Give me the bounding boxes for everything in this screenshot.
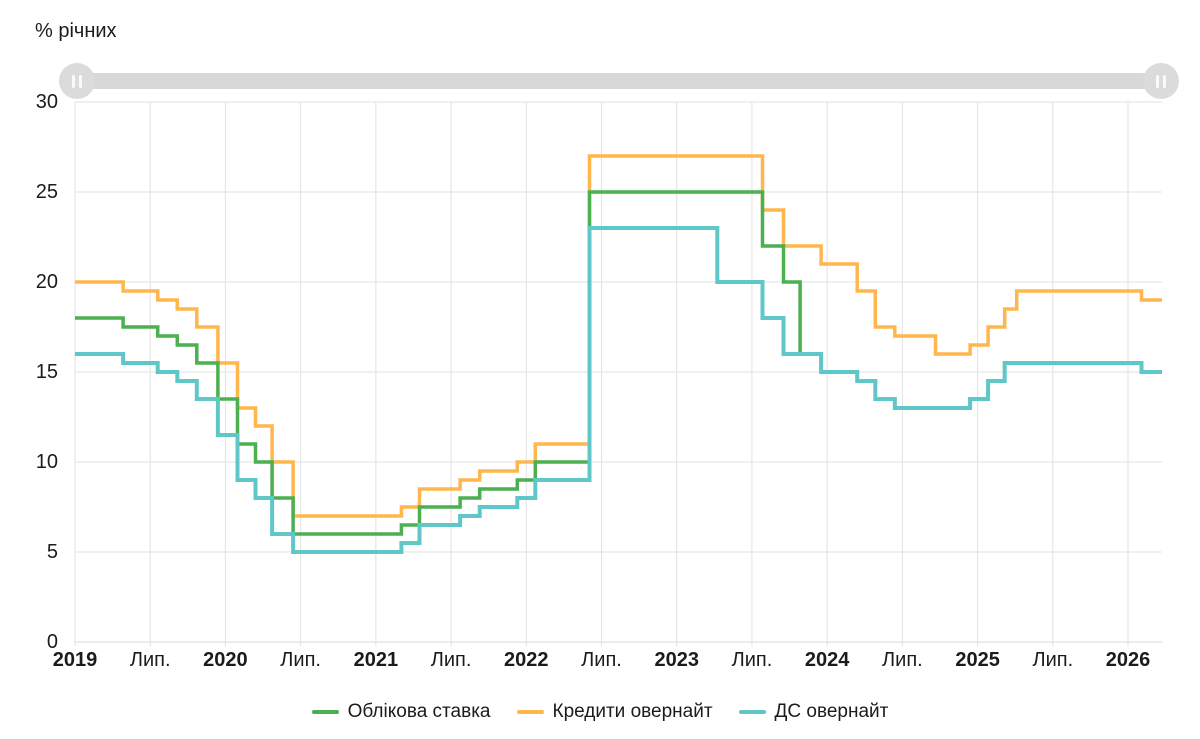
x-tick-label: Лип. [581, 649, 622, 671]
y-tick-label: 10 [35, 451, 58, 473]
x-tick-label: 2019 [52, 649, 98, 671]
y-tick-label: 20 [35, 271, 58, 293]
x-tick-label: 2025 [955, 649, 1000, 671]
x-tick-label: 2026 [1105, 649, 1151, 671]
x-tick-label: Лип. [430, 649, 472, 671]
x-tick-label: Лип. [1032, 649, 1074, 671]
chart-legend: Облікова ставка Кредити овернайт ДС оверна… [0, 700, 1200, 724]
legend-label: Облікова ставка [347, 701, 491, 722]
slider-track[interactable] [75, 73, 1163, 89]
y-tick-label: 15 [35, 361, 58, 383]
x-tick-label: 2024 [804, 649, 850, 671]
legend-item-2[interactable]: ДС овернайт [738, 701, 889, 723]
slider-handle-left[interactable] [59, 63, 95, 99]
legend-item-1[interactable]: Кредити овернайт [516, 701, 713, 723]
chart-title: % річних [35, 20, 117, 42]
legend-item-0[interactable]: Облікова ставка [311, 701, 491, 723]
y-tick-label: 5 [46, 541, 58, 563]
series-line-1 [75, 154, 1162, 518]
pause-bars-icon [72, 74, 75, 88]
x-tick-label: 2020 [203, 649, 248, 671]
legend-swatch [311, 710, 339, 714]
pause-bars-icon [79, 74, 82, 88]
slider-handle-right[interactable] [1143, 63, 1179, 99]
pause-bars-icon [1163, 74, 1166, 88]
pause-bars-icon [1156, 74, 1159, 88]
y-tick-label: 0 [46, 631, 58, 653]
legend-swatch [516, 710, 544, 714]
x-tick-label: Лип. [129, 649, 171, 671]
x-tick-label: Лип. [882, 649, 923, 671]
x-tick-label: 2021 [353, 649, 399, 671]
y-tick-label: 30 [35, 91, 58, 113]
x-tick-label: 2022 [504, 649, 549, 671]
legend-label: ДС овернайт [774, 701, 889, 722]
legend-label: Кредити овернайт [552, 701, 713, 722]
y-tick-label: 25 [35, 181, 58, 203]
series-line-2 [75, 226, 1162, 554]
x-tick-label: 2023 [654, 649, 699, 671]
legend-swatch [738, 710, 766, 714]
x-tick-label: Лип. [731, 649, 773, 671]
x-tick-label: Лип. [280, 649, 321, 671]
